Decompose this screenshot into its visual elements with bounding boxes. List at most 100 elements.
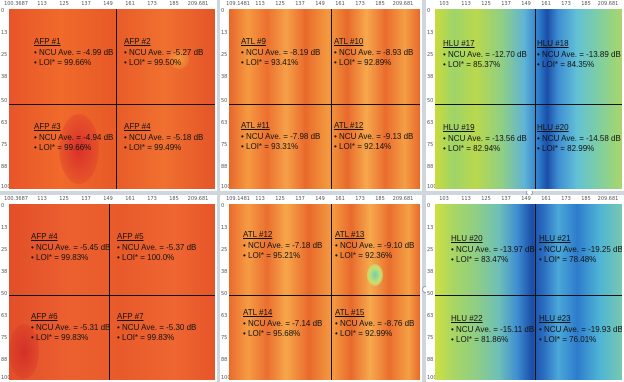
tick-label: 149 [315,1,325,7]
tick-label: 109.1481 [226,1,250,7]
tick-label: 103 [439,196,449,202]
region-title: HLU #20 [537,123,569,132]
tick-label: 0 [221,8,225,14]
tick-label: 38 [1,269,8,275]
region-title: HLU #18 [537,39,569,48]
left-axis: 0 13 25 38 50 63 75 88 100 [0,8,11,191]
tick-label: 100 [427,184,437,190]
tick-label: 13 [1,225,8,231]
loi-value: • LOI* = 99.49% [124,143,182,152]
loi-value: • LOI* = 92.14% [334,142,392,151]
loi-value: • LOI* = 92.89% [334,58,392,67]
tick-label: 137 [501,196,511,202]
ncu-value: • NCU Ave. = -8.76 dB [335,319,415,328]
tick-label: 113 [461,196,471,202]
loi-value: • LOI* = 93.31% [241,142,299,151]
hotspot [367,264,383,286]
tick-label: 209.681 [187,1,209,7]
tick-label: 209.681 [597,196,619,202]
atl-map-panel-top: 109.1481 113 125 137 149 161 173 185 209… [220,0,422,191]
region-title: ATL #9 [241,37,266,46]
loi-value: • LOI* = 100.0% [117,253,175,262]
ncu-value: • NCU Ave. = -7.14 dB [243,319,323,328]
loi-value: • LOI* = 76.01% [539,335,597,344]
column-separator-1 [217,0,220,382]
region-label: AFP #4 • NCU Ave. = -5.45 dB • LOI* = 99… [31,232,110,263]
tick-label: 125 [59,1,69,7]
tick-label: 25 [427,52,434,58]
ncu-value: • NCU Ave. = -15.11 dB [451,325,535,334]
tick-label: 137 [295,1,305,7]
tick-label: 209.681 [597,1,619,7]
tick-label: 25 [427,247,434,253]
afp-map-panel-bottom: 100.3687 113 125 137 149 161 173 185 209… [0,195,217,382]
grid-divider [229,295,420,296]
ncu-value: • NCU Ave. = -19.25 dB [539,245,622,254]
grid-divider [435,104,622,105]
ncu-value: • NCU Ave. = -19.93 dB [539,325,622,334]
tick-label: 0 [1,8,5,14]
region-label: AFP #6 • NCU Ave. = -5.31 dB • LOI* = 99… [31,312,110,343]
top-axis: 100.3687 113 125 137 149 161 173 185 209… [0,0,217,9]
tick-label: 173 [147,196,157,202]
grid-divider [229,104,420,105]
tick-label: 161 [125,1,135,7]
tick-label: 13 [427,30,434,36]
loi-value: • LOI* = 92.36% [335,251,393,260]
left-axis: 0 13 25 38 50 63 75 88 100 [426,8,437,191]
ncu-value: • NCU Ave. = -14.58 dB [537,134,621,143]
region-title: HLU #22 [451,314,483,323]
region-title: HLU #17 [443,39,475,48]
left-axis: 0 13 25 38 50 63 75 88 100 [220,203,231,382]
tick-label: 161 [541,1,551,7]
region-label: ATL #11 • NCU Ave. = -7.98 dB • LOI* = 9… [241,121,320,152]
tick-label: 50 [427,291,434,297]
tick-label: 149 [521,196,531,202]
region-title: ATL #12 [334,121,364,130]
tick-label: 173 [561,1,571,7]
tick-label: 109.1481 [226,196,250,202]
tick-label: 25 [1,247,8,253]
hotspot [169,49,189,69]
tick-label: 75 [221,142,228,148]
tick-label: 125 [275,196,285,202]
grid-divider [9,104,215,105]
grid-divider [9,295,215,296]
tick-label: 100.3687 [4,1,28,7]
region-title: ATL #12 [243,230,273,239]
tick-label: 209.681 [187,196,209,202]
region-title: ATL #11 [241,121,270,130]
grid-divider [435,295,622,296]
tick-label: 13 [221,30,228,36]
region-title: HLU #20 [451,234,483,243]
tick-label: 113 [255,196,265,202]
tick-label: 0 [427,203,431,209]
ncu-value: • NCU Ave. = -12.70 dB [443,50,527,59]
afp-map-panel-top: 100.3687 113 125 137 149 161 173 185 209… [0,0,217,191]
tick-label: 161 [125,196,135,202]
tick-label: 149 [103,196,113,202]
tick-label: 13 [1,30,8,36]
ncu-value: • NCU Ave. = -9.13 dB [334,132,414,141]
region-title: AFP #3 [34,122,61,131]
loi-value: • LOI* = 93.41% [241,58,299,67]
tick-label: 209.681 [392,1,414,7]
region-label: HLU #21 • NCU Ave. = -19.25 dB • LOI* = … [539,234,622,265]
tick-label: 103 [439,1,449,7]
tick-label: 185 [581,196,591,202]
tick-label: 185 [375,196,385,202]
tick-label: 100 [427,375,437,381]
tick-label: 149 [103,1,113,7]
tick-label: 125 [481,1,491,7]
region-label: HLU #20 • NCU Ave. = -14.58 dB • LOI* = … [537,123,621,154]
tick-label: 75 [427,142,434,148]
region-title: AFP #7 [117,312,144,321]
grid-divider [116,9,117,189]
region-title: AFP #5 [117,232,144,241]
tick-label: 209.681 [392,196,414,202]
column-separator-2 [422,0,426,382]
loi-value: • LOI* = 82.94% [443,144,501,153]
tick-label: 13 [221,225,228,231]
tick-label: 75 [221,335,228,341]
tick-label: 38 [1,74,8,80]
